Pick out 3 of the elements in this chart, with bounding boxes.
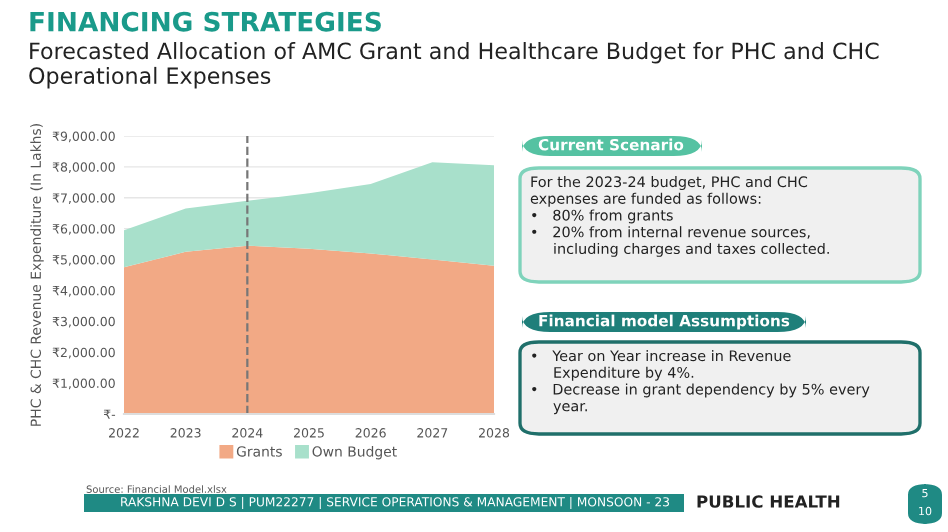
chart-title: FINANCING STRATEGIES (30, 11, 381, 32)
chart-subtitle: Forecasted Allocation of AMC Grant and Healthcare Budget for PHC and CHC Operational Expenses (29, 42, 879, 89)
text: PUBLIC HEALTH (697, 495, 840, 508)
